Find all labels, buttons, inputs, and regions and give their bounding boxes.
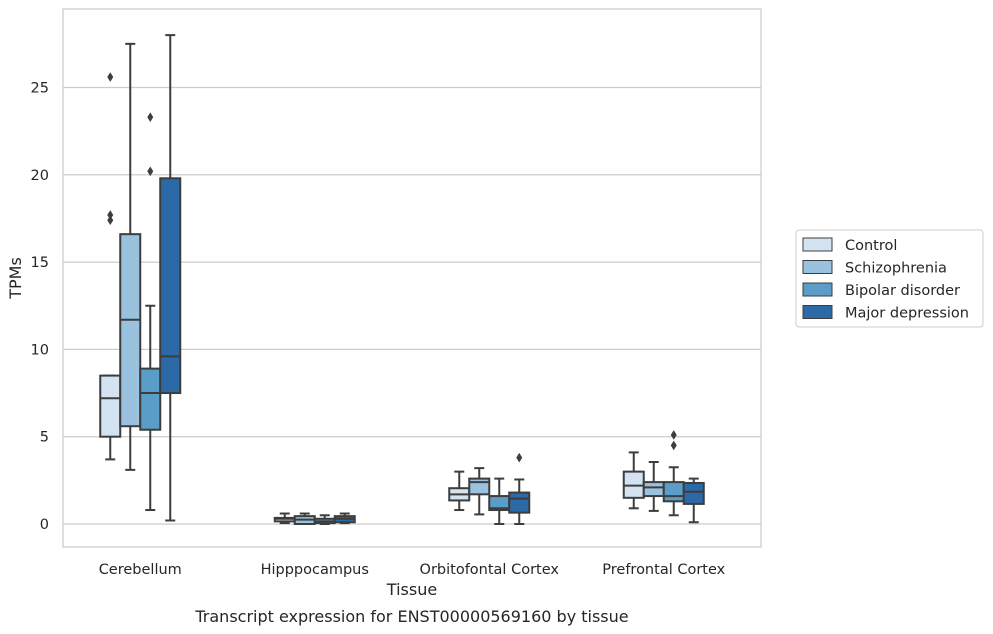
y-tick-label: 25 [31,81,49,97]
box-group [99,72,122,461]
y-tick-label: 0 [40,517,49,533]
y-tick-label: 5 [40,430,49,446]
x-axis-label: Tissue [386,580,437,599]
outlier-point [107,215,114,225]
y-axis-label: TPMs [6,257,25,300]
legend-swatch [802,305,833,319]
x-tick-labels: Cerebellum Hipppocampus Orbitofontal Corte… [99,562,726,578]
box-iqr [508,491,531,514]
outlier-point [516,452,523,463]
box-iqr [159,177,182,395]
legend-swatch [802,282,833,297]
legend: Control Schizophrenia Bipolar disorder Majo… [795,229,984,328]
box-group [642,461,665,512]
outlier-point [107,210,114,220]
box-group [159,34,182,522]
outlier-point [147,166,154,177]
x-tick-label: Prefrontal Cortex [602,562,725,578]
box-iqr [682,481,705,505]
y-tick-label: 20 [31,168,49,184]
box-iqr [99,374,122,438]
outlier-point [147,112,154,122]
x-tick-label: Cerebellum [99,562,182,578]
box-group [662,430,685,517]
box-group [273,512,296,525]
box-iqr [662,481,685,503]
box-group [448,470,471,512]
legend-label: Bipolar disorder [845,283,960,299]
x-tick-label: Hipppocampus [261,562,369,578]
outlier-point [670,440,677,451]
legend-label: Control [845,238,897,254]
outlier-point [670,430,677,440]
outlier-point [107,72,114,82]
box-group [508,452,531,525]
y-tick-label: 15 [31,255,49,271]
box-iqr [642,481,665,498]
box-group [119,42,142,471]
legend-label: Major depression [845,306,969,322]
y-tick-label: 10 [31,342,49,358]
box-group [468,467,491,516]
box-iqr [468,477,491,496]
legend-label: Schizophrenia [845,261,947,277]
y-tick-labels: 0 5 10 15 20 25 [31,81,49,534]
box-iqr [119,233,142,428]
legend-swatch [802,260,833,274]
box-group [139,112,162,512]
x-tick-label: Orbitofontal Cortex [420,562,560,578]
legend-swatch [802,237,833,252]
legend-frame [795,229,984,328]
box-series [99,34,705,526]
box-group [682,477,705,524]
figure-caption: Transcript expression for ENST0000056916… [194,607,628,626]
box-iqr [139,367,162,431]
box-group [333,512,356,525]
